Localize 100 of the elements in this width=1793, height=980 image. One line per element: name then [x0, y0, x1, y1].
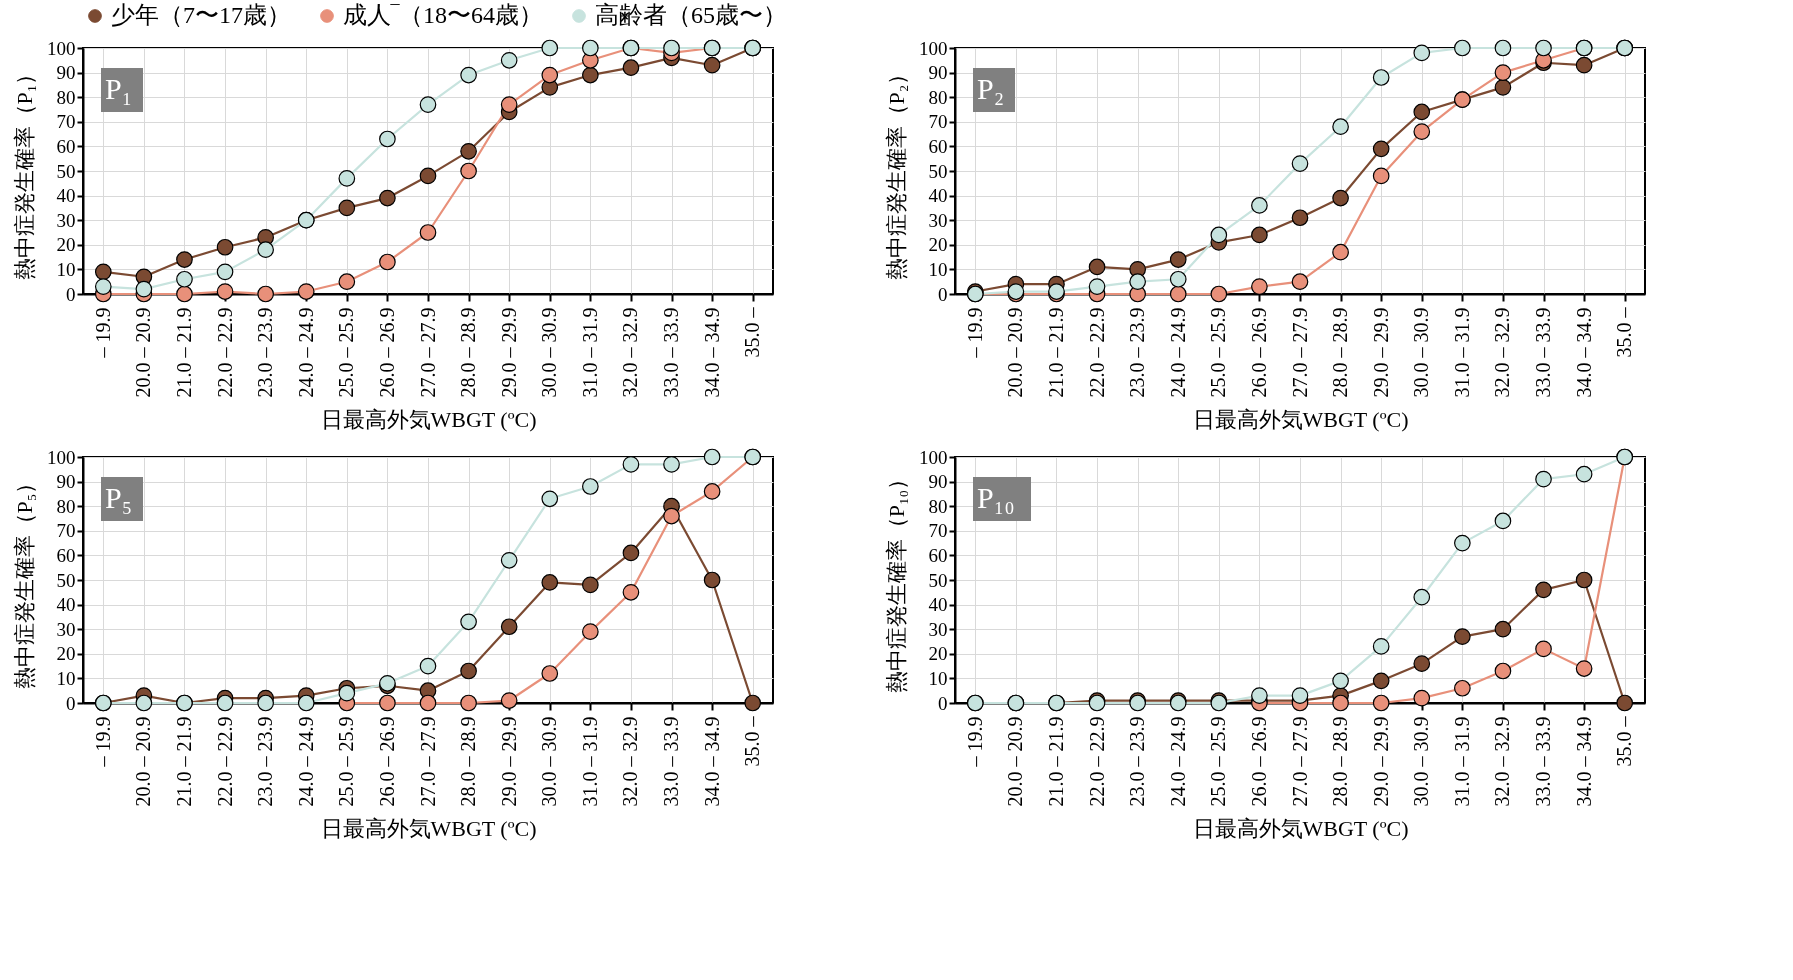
y-tick-label: 90	[56, 471, 76, 493]
y-tick-label: 70	[928, 111, 948, 133]
y-tick-label: 30	[56, 209, 76, 231]
x-tick-label: 21.0 – 21.9	[172, 716, 195, 807]
y-tick-label: 0	[66, 283, 76, 305]
y-tick-label: 100	[919, 37, 948, 59]
y-tick-label: 40	[928, 185, 948, 207]
y-tick-label: 60	[56, 544, 76, 566]
y-tick-label: 100	[47, 446, 76, 468]
x-tick-label: 25.0 – 25.9	[1207, 307, 1230, 398]
x-tick-label: 29.0 – 29.9	[1369, 716, 1392, 807]
y-tick-label: 40	[56, 185, 76, 207]
y-tick-label: 40	[56, 594, 76, 616]
x-tick-label: 35.0 –	[741, 715, 764, 767]
x-tick-label: 22.0 – 22.9	[1085, 716, 1108, 807]
y-tick-label: 80	[928, 495, 948, 517]
annotation: P₂	[977, 72, 1005, 105]
x-tick-label: 25.0 – 25.9	[335, 716, 358, 807]
x-tick-label: 26.0 – 26.9	[375, 307, 398, 398]
x-tick-label: 35.0 –	[1613, 715, 1636, 767]
annotation: P₁	[105, 72, 133, 105]
x-tick-label: 34.0 – 34.9	[1572, 307, 1595, 398]
x-tick-label: 32.0 – 32.9	[1491, 716, 1514, 807]
y-tick-label: 20	[928, 234, 948, 256]
y-tick-label: 100	[47, 37, 76, 59]
x-tick-label: 35.0 –	[1613, 306, 1636, 358]
x-tick-label: 24.0 – 24.9	[1166, 716, 1189, 807]
x-tick-label: 30.0 – 30.9	[538, 716, 561, 807]
y-tick-label: 20	[928, 643, 948, 665]
x-tick-label: 20.0 – 20.9	[1004, 716, 1027, 807]
legend-label: 成人‾（18〜64歳）	[343, 2, 543, 28]
x-tick-label: 29.0 – 29.9	[497, 716, 520, 807]
y-tick-label: 60	[56, 135, 76, 157]
x-tick-label: 27.0 – 27.9	[1288, 716, 1311, 807]
y-tick-label: 90	[928, 471, 948, 493]
y-axis-title: 熱中症発生確率（P₁₀）	[884, 467, 909, 694]
y-tick-label: 10	[928, 667, 948, 689]
y-tick-label: 30	[56, 618, 76, 640]
y-tick-label: 30	[928, 209, 948, 231]
x-tick-label: 21.0 – 21.9	[1044, 716, 1067, 807]
x-tick-label: 27.0 – 27.9	[416, 307, 439, 398]
x-tick-label: – 19.9	[91, 307, 114, 359]
x-tick-label: 33.0 – 33.9	[1532, 307, 1555, 398]
y-tick-label: 50	[928, 160, 948, 182]
x-tick-label: 26.0 – 26.9	[375, 716, 398, 807]
y-tick-label: 80	[56, 86, 76, 108]
x-tick-label: 33.0 – 33.9	[660, 307, 683, 398]
x-tick-label: 32.0 – 32.9	[1491, 307, 1514, 398]
y-tick-label: 90	[56, 62, 76, 84]
y-tick-label: 40	[928, 594, 948, 616]
y-axis-title: 熱中症発生確率（P₁）	[12, 62, 37, 281]
x-tick-label: 22.0 – 22.9	[213, 307, 236, 398]
x-tick-label: 34.0 – 34.9	[1572, 716, 1595, 807]
x-tick-label: 21.0 – 21.9	[172, 307, 195, 398]
y-tick-label: 80	[928, 86, 948, 108]
x-tick-label: 20.0 – 20.9	[1004, 307, 1027, 398]
x-tick-label: 34.0 – 34.9	[700, 307, 723, 398]
x-tick-label: – 19.9	[91, 716, 114, 768]
x-tick-label: 26.0 – 26.9	[1247, 307, 1270, 398]
x-axis-title: 日最高外気WBGT (ºC)	[1192, 815, 1409, 841]
x-tick-label: 30.0 – 30.9	[1410, 716, 1433, 807]
y-tick-label: 90	[928, 62, 948, 84]
x-tick-label: 28.0 – 28.9	[1329, 307, 1352, 398]
x-tick-label: 29.0 – 29.9	[1369, 307, 1392, 398]
x-tick-label: 23.0 – 23.9	[254, 716, 277, 807]
x-tick-label: 32.0 – 32.9	[619, 716, 642, 807]
y-tick-label: 60	[928, 544, 948, 566]
y-tick-label: 10	[928, 258, 948, 280]
y-tick-label: 10	[56, 667, 76, 689]
y-tick-label: 80	[56, 495, 76, 517]
y-tick-label: 50	[56, 569, 76, 591]
y-tick-label: 0	[938, 692, 948, 714]
x-tick-label: 31.0 – 31.9	[1450, 716, 1473, 807]
x-tick-label: 33.0 – 33.9	[1532, 716, 1555, 807]
x-tick-label: 23.0 – 23.9	[1126, 716, 1149, 807]
x-tick-label: – 19.9	[963, 716, 986, 768]
x-tick-label: 26.0 – 26.9	[1247, 716, 1270, 807]
y-tick-label: 10	[56, 258, 76, 280]
y-tick-label: 20	[56, 234, 76, 256]
x-tick-label: 31.0 – 31.9	[578, 716, 601, 807]
x-tick-label: 29.0 – 29.9	[497, 307, 520, 398]
annotation: P₅	[105, 481, 133, 514]
x-tick-label: 31.0 – 31.9	[1450, 307, 1473, 398]
y-tick-label: 50	[56, 160, 76, 182]
legend-label: 高齢者（65歳〜）	[595, 2, 787, 28]
x-tick-label: 25.0 – 25.9	[1207, 716, 1230, 807]
x-axis-title: 日最高外気WBGT (ºC)	[320, 815, 537, 841]
x-tick-label: 23.0 – 23.9	[254, 307, 277, 398]
x-tick-label: 28.0 – 28.9	[1329, 716, 1352, 807]
x-tick-label: 24.0 – 24.9	[1166, 307, 1189, 398]
x-tick-label: 30.0 – 30.9	[1410, 307, 1433, 398]
y-axis-title: 熱中症発生確率（P₅）	[12, 471, 37, 690]
x-tick-label: – 19.9	[963, 307, 986, 359]
x-tick-label: 24.0 – 24.9	[294, 716, 317, 807]
x-tick-label: 20.0 – 20.9	[132, 307, 155, 398]
x-tick-label: 28.0 – 28.9	[457, 307, 480, 398]
y-tick-label: 30	[928, 618, 948, 640]
x-tick-label: 28.0 – 28.9	[457, 716, 480, 807]
x-tick-label: 31.0 – 31.9	[578, 307, 601, 398]
y-tick-label: 20	[56, 643, 76, 665]
